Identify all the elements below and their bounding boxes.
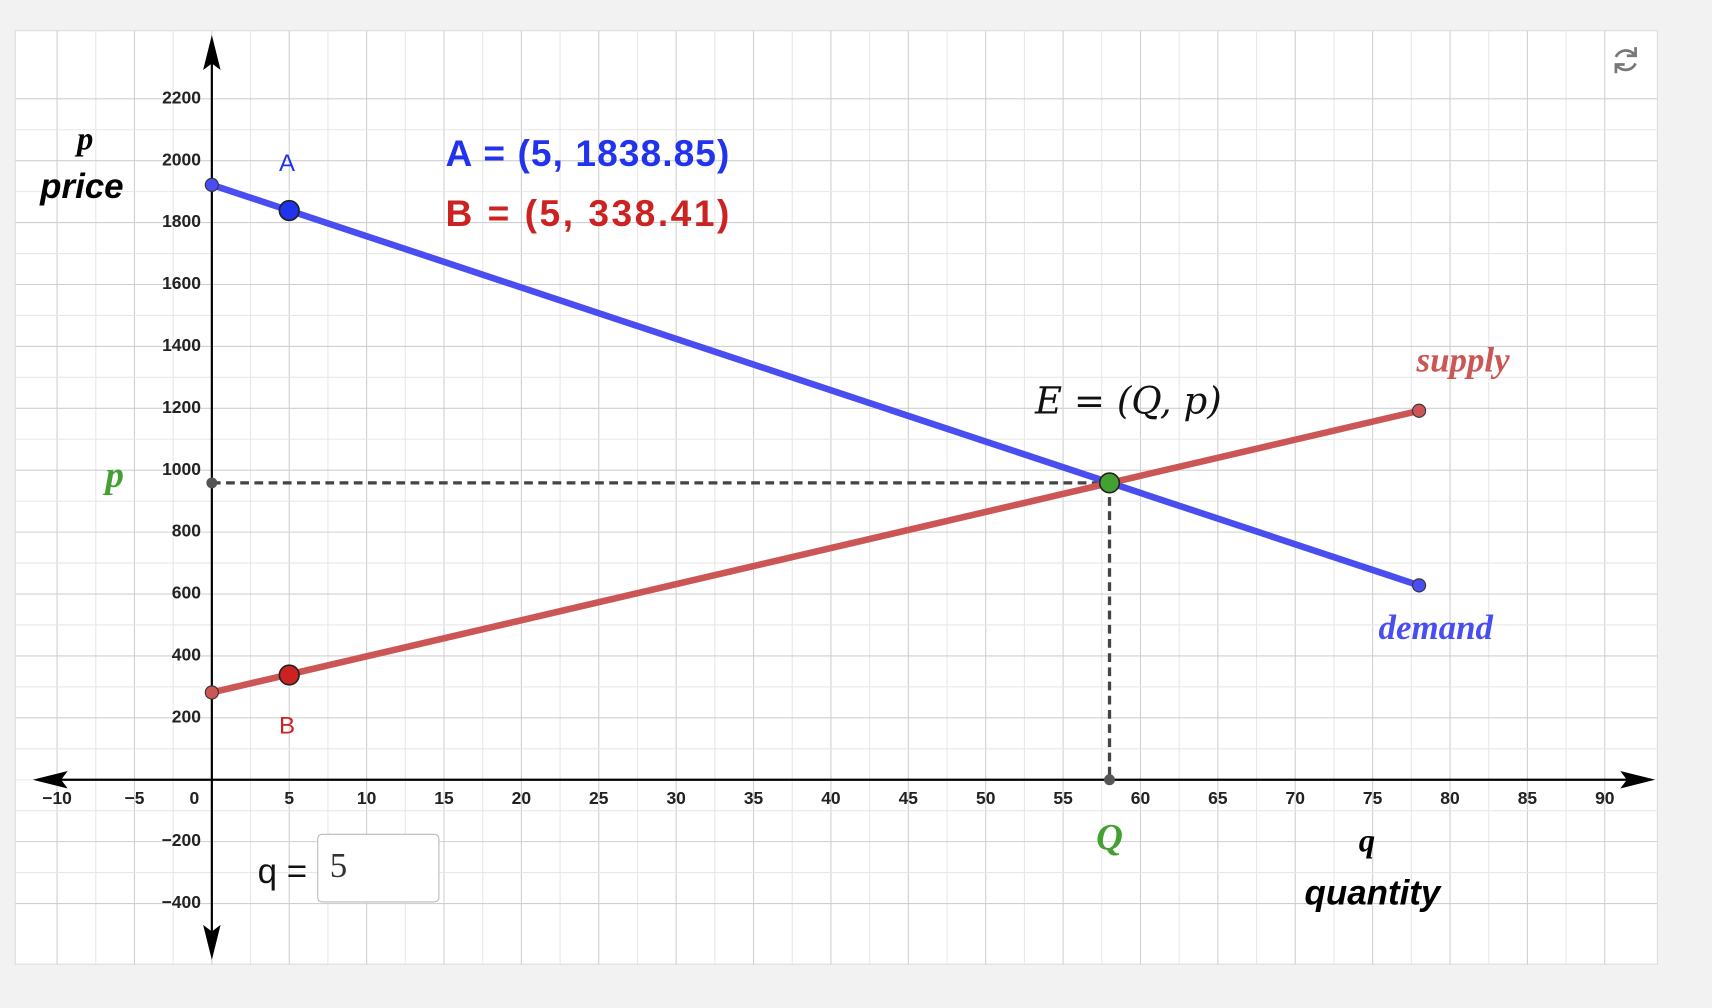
series-label: demand — [1379, 608, 1494, 647]
y-tick-label: −400 — [162, 892, 201, 912]
x-axis-symbol: q — [1359, 824, 1375, 860]
x-tick-label: 50 — [976, 788, 995, 808]
input-box[interactable] — [317, 833, 440, 903]
series-line — [211, 407, 1420, 696]
endpoint — [204, 177, 219, 192]
y-tick-label: 400 — [172, 645, 201, 665]
axis-arrow — [1620, 770, 1656, 789]
x-tick-label: −5 — [125, 788, 145, 808]
x-tick-label: 90 — [1595, 788, 1614, 808]
x-tick-label: 35 — [744, 788, 764, 808]
point[interactable] — [278, 199, 300, 222]
y-tick-label: −200 — [162, 830, 201, 850]
y-tick-label: 2200 — [162, 87, 201, 107]
y-axis-symbol: p — [74, 122, 93, 158]
y-tick-label: 1600 — [162, 273, 201, 293]
axis-arrow — [203, 35, 221, 70]
series-label: supply — [1415, 341, 1510, 380]
axis-arrow — [32, 770, 68, 789]
x-tick-label: 55 — [1053, 788, 1073, 808]
series-line — [210, 181, 1421, 589]
equilibrium-point — [1098, 472, 1121, 494]
x-tick-label: 10 — [357, 788, 376, 808]
equilibrium-label: E = (Q, p) — [1034, 380, 1222, 423]
p-label: p — [102, 455, 124, 496]
x-tick-label: 85 — [1518, 788, 1538, 808]
y-tick-label: 2000 — [162, 149, 201, 169]
point[interactable] — [278, 664, 300, 686]
y-tick-label: 1800 — [162, 211, 201, 231]
x-axis-label: quantity — [1305, 874, 1442, 913]
x-tick-label: 70 — [1286, 788, 1305, 808]
x-tick-label: 80 — [1440, 788, 1459, 808]
endpoint — [204, 685, 219, 700]
y-tick-label: 1000 — [162, 459, 201, 479]
point-annotation: A = (5, 1838.85) — [445, 132, 729, 174]
reset-arc — [1614, 49, 1636, 58]
guide-point — [206, 477, 218, 489]
x-tick-label: 30 — [666, 788, 685, 808]
reset-arrow — [1626, 47, 1637, 58]
reset-icon[interactable] — [1614, 47, 1637, 74]
x-tick-label: 45 — [899, 788, 919, 808]
q-label: Q — [1096, 817, 1123, 858]
point-label: A — [279, 150, 295, 177]
y-tick-label: 1400 — [162, 335, 201, 355]
x-tick-label: 75 — [1363, 788, 1383, 808]
plot: −10 −5 0 5 10 15 20 25 30 35 40 45 50 55 60 65 70 75 80 85 9… — [32, 35, 1656, 960]
x-tick-label: 25 — [589, 788, 609, 808]
y-tick-label: 1200 — [162, 397, 201, 417]
x-tick-label: 15 — [434, 788, 454, 808]
input-label: q = — [258, 852, 308, 891]
guide-point — [1104, 774, 1115, 786]
endpoint — [1411, 578, 1427, 593]
point-label: B — [279, 713, 295, 740]
axis-arrow — [203, 924, 221, 960]
x-tick-label: 0 — [190, 788, 200, 808]
y-tick-label: 800 — [172, 521, 201, 541]
endpoint — [1411, 403, 1427, 418]
x-tick-label: 20 — [512, 788, 531, 808]
x-tick-label: 65 — [1208, 788, 1228, 808]
reset-arc — [1615, 62, 1637, 72]
reset-arrow — [1614, 63, 1625, 74]
y-tick-label: 200 — [172, 706, 201, 726]
y-axis-label: price — [39, 167, 123, 206]
x-tick-label: 60 — [1131, 788, 1150, 808]
input-value[interactable]: 5 — [330, 846, 347, 885]
y-tick-label: 600 — [172, 583, 201, 603]
x-tick-label: 40 — [821, 788, 840, 808]
grid — [15, 30, 1658, 965]
x-tick-label: 5 — [284, 788, 294, 808]
point-annotation: B = (5, 338.41) — [445, 192, 729, 234]
x-tick-label: −10 — [42, 788, 72, 808]
